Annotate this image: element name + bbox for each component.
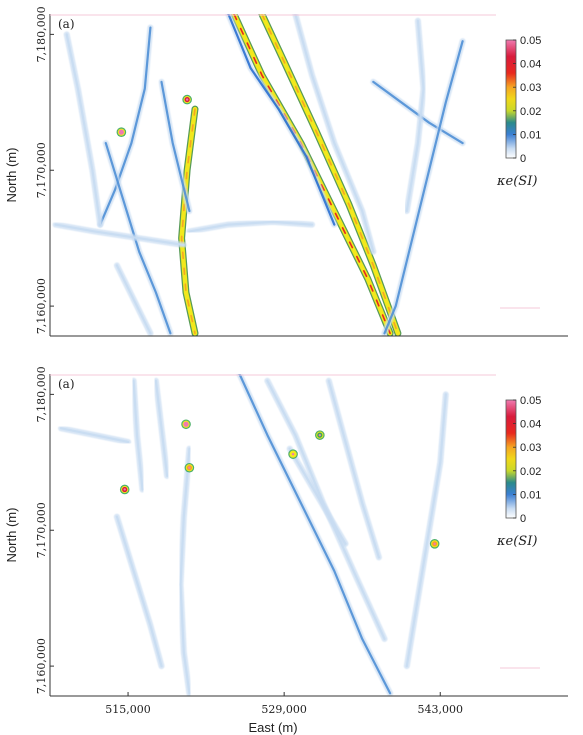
colorbar-tick-label: 0.04 [520,59,541,71]
lineament-14 [186,218,315,235]
panel-1: 7,160,000 7,170,000 7,180,000 North (m) (a) 0… [4,6,568,337]
y-tick-label: 7,160,000 [35,278,48,334]
lineament-12 [403,17,427,214]
anomaly-16 [429,539,440,549]
anomaly-11 [119,484,130,495]
lineament-8 [403,391,449,670]
colorbar-tick-label: 0 [520,513,526,525]
colorbar-tick-label: 0.05 [520,35,541,47]
lineament-2 [258,14,402,336]
anomaly-17 [182,94,192,105]
lineament-10 [286,445,349,547]
lineament-15 [113,262,154,336]
colorbar-tick-label: 0.03 [520,442,541,454]
y-tick-label: 7,180,000 [35,366,48,422]
y-axis-title: North (m) [4,508,19,563]
lineament-10 [381,38,466,336]
lineament-6 [152,377,171,479]
colorbar-label: κe(SI) [496,174,537,189]
panel-label: (a) [58,377,75,391]
y-tick-label: 7,180,000 [35,6,48,62]
colorbar-tick-label: 0.02 [520,466,541,478]
colorbar-tick-label: 0.02 [520,106,541,118]
lineament-13 [52,221,187,248]
y-tick-label: 7,160,000 [35,638,48,694]
lineament-5 [97,24,154,228]
x-tick-label: 543,000 [418,703,464,716]
lineament-4 [178,105,199,336]
x-axis-title: East (m) [248,720,297,735]
colorbar-tick-label: 0 [520,153,526,165]
colorbar-tick-label: 0.04 [520,419,541,431]
x-tick-label: 515,000 [105,703,151,716]
panel-2: 7,160,000 7,170,000 7,180,000 515,000 529,00… [4,366,568,735]
data-layer [58,374,449,696]
colorbar-tick-label: 0.05 [520,395,541,407]
lineament-3 [177,445,193,696]
x-tick-label: 529,000 [261,703,307,716]
colorbar: 0.05 0.04 0.03 0.02 0.01 0 κe(SI) [496,395,541,549]
colorbar-tick-label: 0.01 [520,489,541,501]
lineament-9 [370,78,466,147]
lineament-7 [63,31,104,228]
colorbar-tick-label: 0.01 [520,129,541,141]
colorbar: 0.05 0.04 0.03 0.02 0.01 0 κe(SI) [496,35,541,189]
lineament-11 [292,14,377,255]
anomaly-13 [184,462,195,473]
lineament-7 [325,377,382,561]
colorbar-label: κe(SI) [496,534,537,549]
panel-label: (a) [58,17,75,31]
lineament-3 [225,14,338,228]
lineament-8 [158,78,193,214]
lineament-9 [58,425,132,445]
y-tick-label: 7,170,000 [35,502,48,558]
lineament-5 [130,377,146,493]
lineament-6 [102,140,174,336]
lineament-1 [236,374,394,696]
colorbar-gradient [505,39,517,159]
data-layer [52,14,466,336]
y-tick-label: 7,170,000 [35,142,48,198]
anomaly-12 [181,419,191,430]
lineament-4 [113,513,165,670]
colorbar-gradient [505,399,517,519]
anomaly-14 [288,449,298,459]
anomaly-15 [315,430,325,440]
anomaly-16 [116,127,127,138]
colorbar-tick-label: 0.03 [520,82,541,94]
y-axis-title: North (m) [4,148,19,203]
